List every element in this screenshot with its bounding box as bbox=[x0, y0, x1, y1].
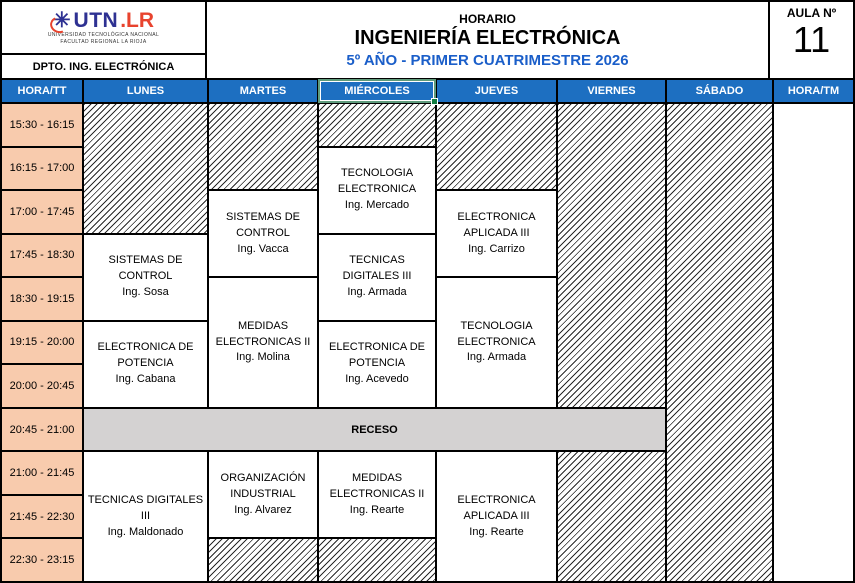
course-title: SISTEMAS DE CONTROL bbox=[226, 210, 300, 239]
course-teacher: Ing. Molina bbox=[236, 351, 290, 364]
logo-text-utn: UTN bbox=[73, 9, 119, 32]
course-teacher: Ing. Cabana bbox=[115, 373, 176, 386]
course-teacher: Ing. Alvarez bbox=[234, 503, 292, 516]
receso-row[interactable]: RECESO bbox=[84, 408, 665, 451]
top-header: ✳ UTN .LR UNIVERSIDAD TECNOLÓGICA NACIONA… bbox=[0, 0, 855, 78]
course-title: ELECTRONICA DE POTENCIA bbox=[97, 341, 194, 370]
course-cell-miercoles-electronica-de-potencia[interactable]: ELECTRONICA DE POTENCIA Ing. Acevedo bbox=[319, 321, 435, 407]
empty-slot-miercoles-r11[interactable] bbox=[319, 539, 435, 581]
course-title: TECNICAS DIGITALES III bbox=[342, 254, 412, 283]
time-slot-17-45-18-30[interactable]: 17:45 - 18:30 bbox=[2, 234, 82, 277]
timetable-grid: HORA/TT LUNES MARTES MIÉRCOLES JUEVES VIERNES… bbox=[0, 78, 855, 583]
department-label: DPTO. ING. ELECTRÓNICA bbox=[2, 55, 205, 78]
empty-slot-miercoles-r1[interactable] bbox=[319, 104, 435, 146]
time-slot-21-00-21-45[interactable]: 21:00 - 21:45 bbox=[2, 452, 82, 494]
room-number: 11 bbox=[792, 19, 831, 60]
course-cell-martes-organizacion-industrial[interactable]: ORGANIZACIÓN INDUSTRIAL Ing. Alvarez bbox=[209, 452, 317, 538]
course-title: ELECTRONICA DE POTENCIA bbox=[329, 341, 425, 370]
time-slot-20-45-21-00[interactable]: 20:45 - 21:00 bbox=[2, 408, 82, 451]
course-teacher: Ing. Armada bbox=[466, 351, 527, 364]
course-title: ELECTRONICA APLICADA III bbox=[457, 493, 536, 522]
course-cell-lunes-electronica-de-potencia[interactable]: ELECTRONICA DE POTENCIA Ing. Cabana bbox=[84, 321, 207, 407]
day-header-martes[interactable]: MARTES bbox=[209, 80, 317, 102]
time-slot-18-30-19-15[interactable]: 18:30 - 19:15 bbox=[2, 278, 82, 320]
time-slot-20-00-20-45[interactable]: 20:00 - 20:45 bbox=[2, 365, 82, 407]
course-cell-lunes-sistemas-de-control[interactable]: SISTEMAS DE CONTROL Ing. Sosa bbox=[84, 234, 207, 320]
day-header-viernes[interactable]: VIERNES bbox=[558, 80, 665, 102]
day-header-miercoles[interactable]: MIÉRCOLES bbox=[318, 79, 438, 105]
time-slot-17-00-17-45[interactable]: 17:00 - 17:45 bbox=[2, 191, 82, 233]
course-cell-martes-medidas-electronicas-ii[interactable]: MEDIDAS ELECTRONICAS II Ing. Molina bbox=[209, 278, 317, 407]
course-title: TECNOLOGIA ELECTRONICA bbox=[457, 319, 536, 348]
logo-text-lr: .LR bbox=[120, 9, 155, 32]
course-cell-miercoles-medidas-electronicas-ii[interactable]: MEDIDAS ELECTRONICAS II Ing. Rearte bbox=[319, 452, 435, 538]
course-teacher: Ing. Maldonado bbox=[107, 525, 184, 538]
horario-kicker: HORARIO bbox=[459, 11, 516, 26]
course-teacher: Ing. Mercado bbox=[344, 199, 410, 212]
course-title: ELECTRONICA APLICADA III bbox=[457, 210, 536, 239]
day-header-jueves[interactable]: JUEVES bbox=[437, 80, 556, 102]
empty-slot-lunes-r1[interactable] bbox=[84, 104, 207, 233]
empty-slot-viernes-r1[interactable] bbox=[558, 104, 665, 407]
time-slot-22-30-23-15[interactable]: 22:30 - 23:15 bbox=[2, 539, 82, 581]
day-header-sabado[interactable]: SÁBADO bbox=[667, 80, 772, 102]
course-teacher: Ing. Armada bbox=[347, 286, 407, 299]
course-teacher: Ing. Rearte bbox=[469, 525, 524, 538]
time-slot-21-45-22-30[interactable]: 21:45 - 22:30 bbox=[2, 495, 82, 538]
course-title: TECNOLOGIA ELECTRONICA bbox=[337, 167, 417, 196]
course-teacher: Ing. Acevedo bbox=[345, 373, 409, 386]
room-label: AULA Nº bbox=[786, 6, 837, 20]
title-block: HORARIO INGENIERÍA ELECTRÓNICA 5º AÑO - … bbox=[207, 2, 768, 78]
empty-slot-martes-r1[interactable] bbox=[209, 104, 317, 190]
empty-slot-viernes-r9[interactable] bbox=[558, 452, 665, 581]
course-title: TECNICAS DIGITALES III bbox=[87, 493, 204, 522]
day-header-lunes[interactable]: LUNES bbox=[84, 80, 207, 102]
page-title: INGENIERÍA ELECTRÓNICA bbox=[354, 26, 621, 49]
time-slot-15-30-16-15[interactable]: 15:30 - 16:15 bbox=[2, 104, 82, 146]
hora-tm-column-body[interactable] bbox=[774, 104, 853, 581]
time-slot-19-15-20-00[interactable]: 19:15 - 20:00 bbox=[2, 321, 82, 364]
utn-logo-row: ✳ UTN .LR bbox=[47, 9, 155, 36]
room-box: AULA Nº 11 bbox=[770, 2, 853, 78]
page-subtitle: 5º AÑO - PRIMER CUATRIMESTRE 2026 bbox=[346, 51, 629, 69]
course-cell-martes-sistemas-de-control[interactable]: SISTEMAS DE CONTROL Ing. Vacca bbox=[209, 191, 317, 277]
hora-tm-header[interactable]: HORA/TM bbox=[774, 80, 853, 102]
course-title: SISTEMAS DE CONTROL bbox=[108, 254, 183, 283]
course-title: ORGANIZACIÓN INDUSTRIAL bbox=[220, 472, 306, 500]
course-cell-miercoles-tecnicas-digitales-iii[interactable]: TECNICAS DIGITALES III Ing. Armada bbox=[319, 234, 435, 320]
empty-slot-martes-r11[interactable] bbox=[209, 539, 317, 581]
course-cell-jueves-electronica-aplicada-iii[interactable]: ELECTRONICA APLICADA III Ing. Rearte bbox=[437, 452, 556, 581]
course-cell-jueves-tecnologia-electronica[interactable]: TECNOLOGIA ELECTRONICA Ing. Armada bbox=[437, 278, 556, 407]
course-cell-jueves-electronica-aplicada-iii[interactable]: ELECTRONICA APLICADA III Ing. Carrizo bbox=[437, 191, 556, 277]
course-teacher: Ing. Vacca bbox=[237, 242, 289, 255]
course-teacher: Ing. Rearte bbox=[349, 503, 405, 516]
empty-slot-sabado-r1[interactable] bbox=[667, 104, 772, 581]
hora-tt-header[interactable]: HORA/TT bbox=[2, 80, 82, 102]
utn-asterisk-icon: ✳ bbox=[47, 10, 71, 36]
course-teacher: Ing. Carrizo bbox=[468, 242, 525, 255]
course-teacher: Ing. Sosa bbox=[122, 286, 169, 299]
time-slot-16-15-17-00[interactable]: 16:15 - 17:00 bbox=[2, 147, 82, 190]
course-cell-lunes-tecnicas-digitales-iii[interactable]: TECNICAS DIGITALES III Ing. Maldonado bbox=[84, 452, 207, 581]
empty-slot-jueves-r1[interactable] bbox=[437, 104, 556, 190]
logo-subtext-2: FACULTAD REGIONAL LA RIOJA bbox=[60, 39, 147, 45]
course-title: MEDIDAS ELECTRONICAS II bbox=[329, 472, 425, 500]
course-title: MEDIDAS ELECTRONICAS II bbox=[215, 319, 311, 348]
logo-dept-block: ✳ UTN .LR UNIVERSIDAD TECNOLÓGICA NACIONA… bbox=[2, 2, 205, 78]
logo-subtext-1: UNIVERSIDAD TECNOLÓGICA NACIONAL bbox=[47, 32, 160, 38]
utn-logo: ✳ UTN .LR UNIVERSIDAD TECNOLÓGICA NACIONA… bbox=[2, 2, 205, 53]
course-cell-miercoles-tecnologia-electronica[interactable]: TECNOLOGIA ELECTRONICA Ing. Mercado bbox=[319, 147, 435, 233]
